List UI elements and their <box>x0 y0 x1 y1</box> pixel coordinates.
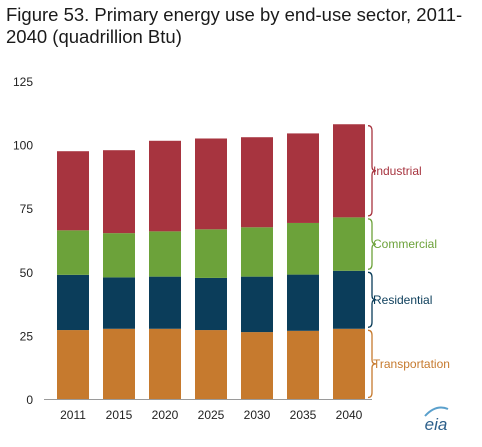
x-axis-ticks: 2011 2015 2020 2025 2030 2035 2040 <box>60 408 363 422</box>
y-tick-label: 125 <box>13 75 33 89</box>
bar-segment-residential-2040 <box>333 270 365 329</box>
chart-title: Figure 53. Primary energy use by end-use… <box>6 4 463 47</box>
bar-segment-industrial-2015 <box>103 150 135 234</box>
bar-segment-transportation-2035 <box>287 330 319 399</box>
bar-segment-transportation-2015 <box>103 328 135 399</box>
bar-segment-transportation-2025 <box>195 330 227 399</box>
legend-label-transportation: Transportation <box>373 357 450 371</box>
bar-segment-industrial-2040 <box>333 124 365 218</box>
bars <box>57 124 365 399</box>
x-tick-label: 2035 <box>290 408 317 422</box>
bar-segment-residential-2035 <box>287 274 319 331</box>
x-tick-label: 2040 <box>336 408 363 422</box>
bar-segment-residential-2030 <box>241 276 273 333</box>
y-tick-label: 50 <box>20 266 34 280</box>
bar-segment-transportation-2011 <box>57 330 89 399</box>
bar-segment-commercial-2011 <box>57 230 89 275</box>
bar-segment-industrial-2020 <box>149 140 181 232</box>
legend-label-residential: Residential <box>373 293 432 307</box>
legend-label-commercial: Commercial <box>373 237 437 251</box>
bar-segment-residential-2020 <box>149 276 181 329</box>
x-tick-label: 2030 <box>244 408 271 422</box>
x-tick-label: 2025 <box>198 408 225 422</box>
x-tick-label: 2015 <box>106 408 133 422</box>
legend-bracket-commercial <box>367 218 377 270</box>
eia-logo-swoosh <box>424 406 449 417</box>
legend-bracket-transportation <box>367 329 377 399</box>
bar-segment-commercial-2025 <box>195 229 227 278</box>
bar-segment-commercial-2030 <box>241 227 273 277</box>
y-tick-label: 0 <box>26 393 33 407</box>
bar-segment-commercial-2040 <box>333 217 365 271</box>
eia-logo: eia <box>424 406 449 434</box>
bar-segment-transportation-2030 <box>241 332 273 399</box>
x-tick-label: 2020 <box>152 408 179 422</box>
bar-segment-commercial-2015 <box>103 233 135 278</box>
y-tick-label: 100 <box>13 139 33 153</box>
bar-segment-commercial-2035 <box>287 222 319 275</box>
bar-segment-industrial-2025 <box>195 138 227 230</box>
y-tick-label: 75 <box>20 202 34 216</box>
y-axis-ticks: 0 25 50 75 100 125 <box>13 75 33 407</box>
legend-bracket-industrial <box>367 125 377 217</box>
bar-segment-residential-2011 <box>57 274 89 331</box>
bar-segment-transportation-2040 <box>333 328 365 399</box>
bar-segment-residential-2015 <box>103 277 135 329</box>
bar-segment-commercial-2020 <box>149 231 181 277</box>
y-tick-label: 25 <box>20 329 34 343</box>
legend-bracket-residential <box>367 271 377 328</box>
bar-segment-industrial-2030 <box>241 137 273 228</box>
x-tick-label: 2011 <box>60 408 86 422</box>
legend-label-industrial: Industrial <box>373 164 422 178</box>
bar-segment-industrial-2011 <box>57 151 89 231</box>
bar-segment-residential-2025 <box>195 277 227 331</box>
eia-logo-text: eia <box>425 415 448 434</box>
legend-brackets: Transportation Residential Commercial Indus… <box>367 125 450 399</box>
bar-segment-transportation-2020 <box>149 328 181 399</box>
bar-segment-industrial-2035 <box>287 133 319 223</box>
